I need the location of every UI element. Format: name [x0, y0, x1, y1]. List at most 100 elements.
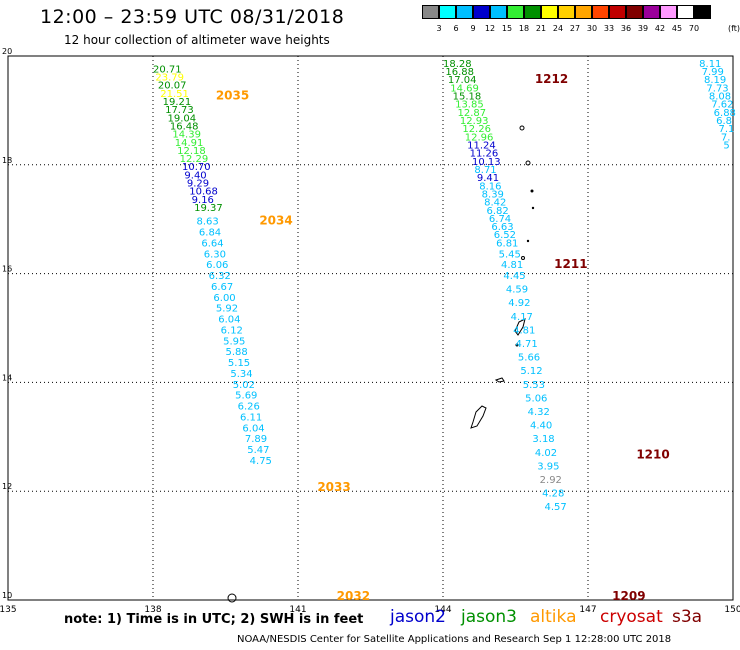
x-tick-label: 147 — [579, 605, 596, 615]
wave-height-value: 9.16 — [192, 195, 214, 206]
color-scale-label: 45 — [671, 24, 683, 33]
legend-altika: altika — [530, 607, 577, 627]
y-tick-label: 10 — [2, 591, 12, 600]
wave-height-value: 16.48 — [170, 121, 199, 132]
pass-time-label: 1211 — [554, 257, 587, 271]
wave-height-value: 8.16 — [479, 181, 501, 192]
island-shape — [227, 593, 237, 603]
wave-height-value: 2.92 — [540, 475, 562, 486]
credit-line: NOAA/NESDIS Center for Satellite Applica… — [237, 634, 672, 645]
wave-height-value: 9.41 — [477, 173, 499, 184]
color-scale-label: 70 — [688, 24, 700, 33]
wave-height-value: 5.66 — [518, 353, 540, 364]
color-swatch — [541, 5, 558, 19]
wave-height-value: 20.71 — [153, 64, 182, 75]
color-scale-label: 24 — [552, 24, 564, 33]
wave-height-value: 19.04 — [168, 113, 197, 124]
wave-height-value: 6.04 — [242, 423, 264, 434]
wave-height-value: 16.88 — [445, 67, 474, 78]
island-shape — [519, 125, 525, 131]
wave-height-value: 10.68 — [189, 187, 218, 198]
color-scale-label: 6 — [453, 24, 459, 33]
saipan-island-shape — [514, 318, 526, 336]
color-scale-label: 42 — [654, 24, 666, 33]
color-swatch — [439, 5, 456, 19]
y-tick-label: 18 — [2, 156, 12, 165]
wave-height-value: 12.96 — [465, 132, 494, 143]
wave-height-value: 6.88 — [714, 108, 736, 119]
wave-height-value: 6.52 — [494, 230, 516, 241]
wave-height-value: 4.92 — [508, 298, 530, 309]
color-swatch — [575, 5, 592, 19]
footer-note: note: 1) Time is in UTC; 2) SWH is in fe… — [64, 612, 364, 627]
color-swatch — [677, 5, 694, 19]
wave-height-value: 5.47 — [247, 445, 269, 456]
color-scale-label: 36 — [620, 24, 632, 33]
wave-height-value: 4.02 — [535, 448, 557, 459]
wave-height-value: 18.28 — [443, 59, 472, 70]
wave-height-value: 6.82 — [487, 206, 509, 217]
y-tick-label: 12 — [2, 482, 12, 491]
wave-height-value: 4.59 — [506, 285, 528, 296]
pass-time-label: 2034 — [259, 214, 292, 228]
wave-height-value: 12.26 — [462, 124, 491, 135]
wave-height-value: 5 — [723, 140, 729, 151]
wave-height-value: 4.17 — [511, 312, 533, 323]
wave-height-value: 15.18 — [453, 92, 482, 103]
wave-height-value: 6.30 — [204, 249, 226, 260]
guam-island-shape — [470, 405, 487, 429]
color-swatch — [524, 5, 541, 19]
y-tick-label: 16 — [2, 265, 12, 274]
wave-height-value: 10.13 — [472, 157, 501, 168]
wave-height-value: 8.19 — [704, 75, 726, 86]
pass-time-label: 1209 — [612, 589, 645, 603]
wave-height-value: 6.64 — [201, 238, 223, 249]
rota-island-shape — [494, 377, 505, 383]
color-swatch — [609, 5, 626, 19]
wave-height-value: 5.15 — [228, 358, 250, 369]
wave-height-value: 7.73 — [706, 83, 728, 94]
legend-cryosat: cryosat — [600, 607, 663, 627]
wave-height-value: 4.40 — [530, 421, 552, 432]
color-scale-label: 15 — [501, 24, 513, 33]
island-shape — [521, 256, 525, 260]
wave-height-value: 3.18 — [532, 434, 554, 445]
wave-height-value: 4.57 — [545, 502, 567, 513]
wave-height-value: 6.84 — [199, 228, 221, 239]
wave-height-value: 10.70 — [182, 162, 211, 173]
wave-height-value: 8.39 — [482, 189, 504, 200]
wave-height-value: 19.21 — [163, 97, 192, 108]
legend-jason3: jason3 — [461, 607, 517, 627]
color-scale-label: 3 — [436, 24, 442, 33]
color-scale-label: 18 — [518, 24, 530, 33]
wave-height-value: 6.26 — [238, 402, 260, 413]
wave-height-value: 21.51 — [160, 89, 189, 100]
wave-height-value: 6.8 — [716, 116, 732, 127]
color-swatch — [507, 5, 524, 19]
wave-height-value: 6.12 — [221, 325, 243, 336]
wave-height-value: 5.06 — [525, 393, 547, 404]
wave-height-value: 17.04 — [448, 75, 477, 86]
color-swatch — [626, 5, 643, 19]
pass-time-label: 1210 — [636, 448, 669, 462]
wave-height-value: 6.67 — [211, 282, 233, 293]
wave-height-value: 4.32 — [528, 407, 550, 418]
pass-time-label: 1212 — [535, 72, 568, 86]
wave-height-value: 6.81 — [496, 238, 518, 249]
chart-title: 12:00 – 23:59 UTC 08/31/2018 — [40, 6, 345, 28]
wave-height-value: 4.75 — [250, 456, 272, 467]
wave-height-value: 6.63 — [491, 222, 513, 233]
legend-s3a: s3a — [672, 607, 703, 627]
wave-height-value: 6.11 — [240, 412, 262, 423]
wave-height-value: 12.87 — [458, 108, 487, 119]
wave-height-value: 14.39 — [172, 130, 201, 141]
wave-height-value: 9.29 — [187, 179, 209, 190]
island-shape — [530, 189, 534, 193]
color-swatch — [456, 5, 473, 19]
wave-height-value: 7.99 — [702, 67, 724, 78]
wave-height-value: 14.91 — [175, 138, 204, 149]
color-swatch — [422, 5, 439, 19]
wave-height-value: 23.79 — [155, 72, 184, 83]
color-swatch — [643, 5, 660, 19]
